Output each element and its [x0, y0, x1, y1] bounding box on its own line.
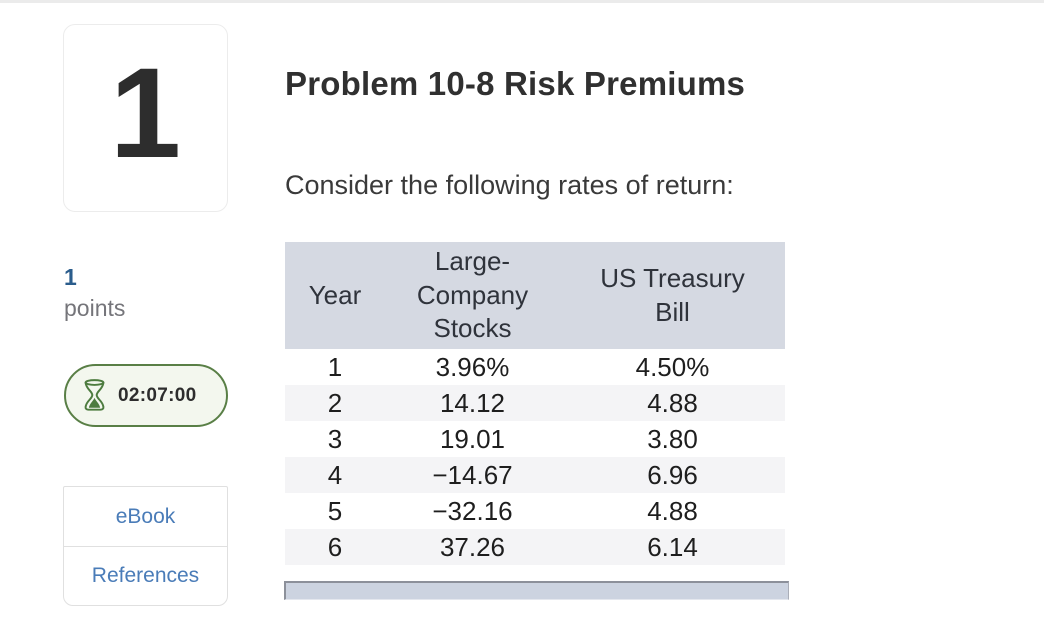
intro-text: Consider the following rates of return:	[285, 170, 734, 200]
table-row: 2 14.12 4.88	[285, 385, 785, 421]
cell-stocks: 37.26	[439, 532, 506, 562]
col-header-us-treasury-bill: US Treasury Bill	[560, 242, 785, 349]
table-row: 1 3.96% 4.50%	[285, 349, 785, 385]
cell-tbill: 4.50%	[635, 352, 710, 382]
cell-year: 4	[327, 460, 343, 490]
table-row: 3 19.01 3.80	[285, 421, 785, 457]
hourglass-icon	[81, 379, 108, 412]
col-header-year: Year	[285, 242, 385, 349]
references-link[interactable]: References	[64, 546, 227, 605]
timer-button[interactable]: 02:07:00	[64, 364, 228, 427]
table-row: 4 −14.67 6.96	[285, 457, 785, 493]
cell-stocks: −32.16	[432, 496, 513, 526]
ebook-link[interactable]: eBook	[115, 504, 176, 528]
cell-tbill: 3.80	[647, 424, 698, 454]
cell-year: 1	[327, 352, 343, 382]
horizontal-scrollbar-thumb[interactable]	[284, 581, 789, 600]
timer-value: 02:07:00	[118, 384, 197, 406]
cell-stocks: 19.01	[439, 424, 506, 454]
table-header-row: Year Large-Company Stocks US Treasury Bi…	[285, 242, 785, 349]
cell-year: 3	[327, 424, 343, 454]
cell-stocks: −14.67	[432, 460, 513, 490]
cell-stocks: 14.12	[439, 388, 506, 418]
cell-year: 5	[327, 496, 343, 526]
problem-title: Problem 10-8 Risk Premiums	[285, 65, 746, 102]
question-number-card: 1	[63, 24, 228, 212]
points-label: points	[64, 294, 126, 321]
col-header-large-company: Large-Company Stocks	[385, 242, 560, 349]
cell-tbill: 6.96	[647, 460, 698, 490]
cell-year: 6	[327, 532, 343, 562]
cell-tbill: 6.14	[647, 532, 698, 562]
cell-tbill: 4.88	[647, 496, 698, 526]
table-row: 5 −32.16 4.88	[285, 493, 785, 529]
cell-tbill: 4.88	[647, 388, 698, 418]
rates-of-return-table: Year Large-Company Stocks US Treasury Bi…	[285, 242, 785, 565]
cell-stocks: 3.96%	[435, 352, 510, 382]
resources-box: eBook References	[63, 486, 228, 606]
question-number: 1	[109, 42, 182, 185]
table-row: 6 37.26 6.14	[285, 529, 785, 565]
points-value: 1	[64, 264, 77, 290]
horizontal-scrollbar	[284, 581, 789, 600]
cell-year: 2	[327, 388, 343, 418]
points-block: 1 points	[64, 264, 125, 324]
